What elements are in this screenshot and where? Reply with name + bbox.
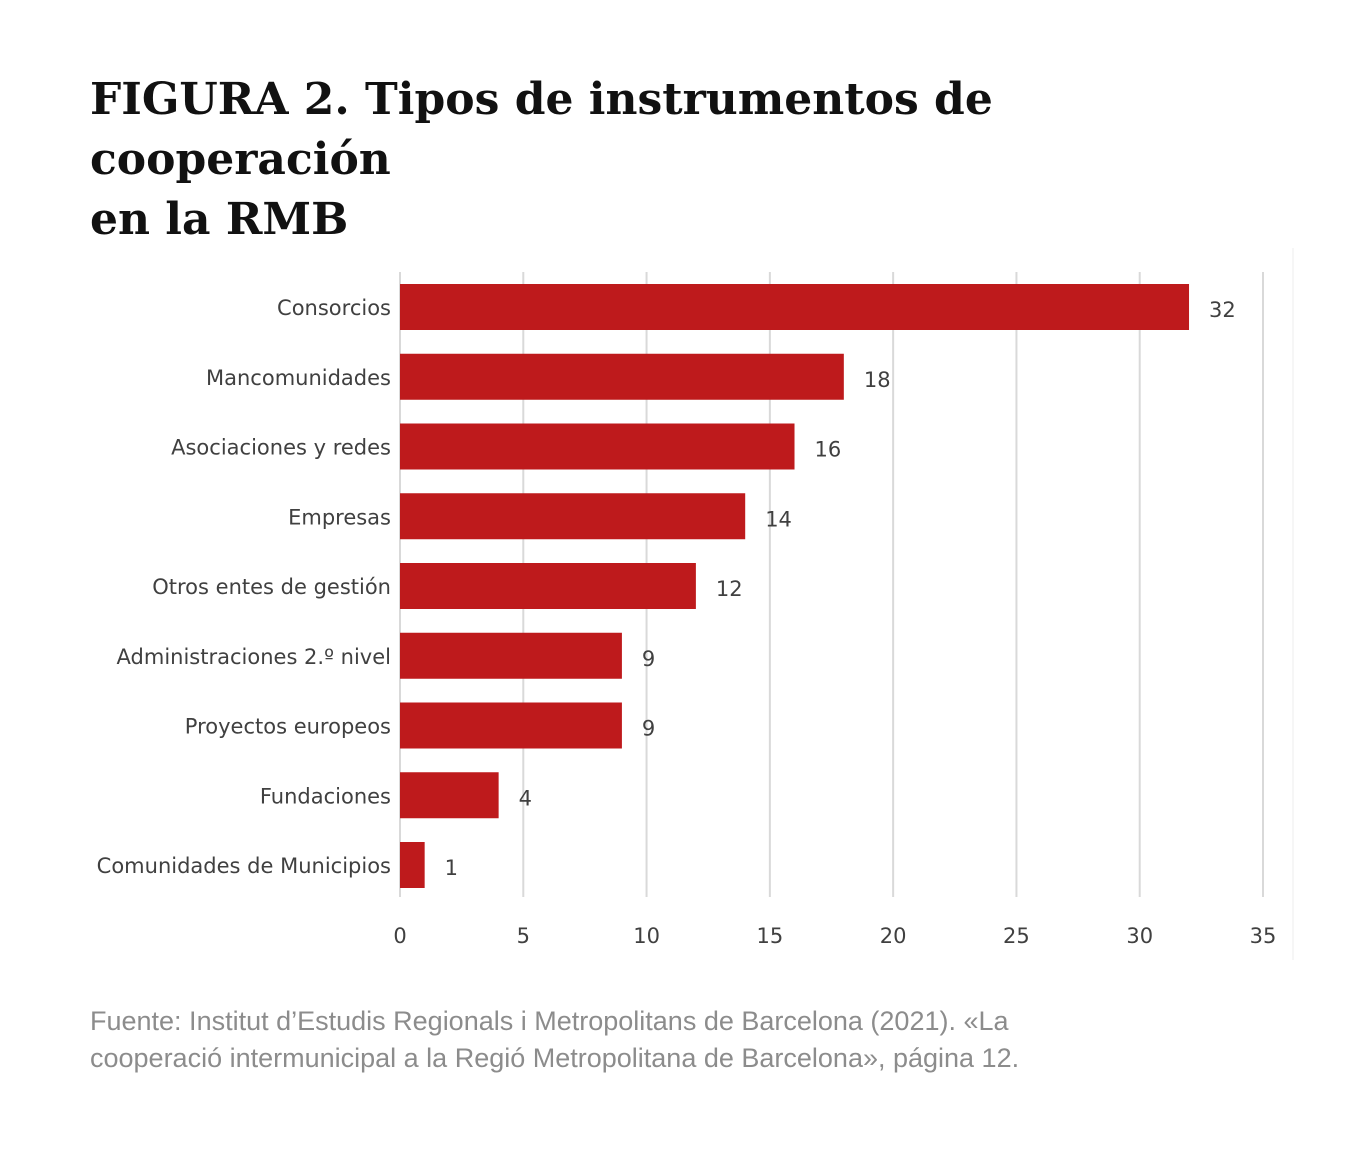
value-label: 9: [642, 647, 655, 671]
value-label: 18: [864, 368, 891, 392]
x-tick-label: 20: [880, 924, 907, 948]
category-labels: Consorcios Mancomunidades Asociaciones y r…: [97, 296, 391, 878]
bar: [400, 772, 499, 819]
category-label: Otros entes de gestión: [152, 575, 391, 599]
value-label: 16: [815, 438, 842, 462]
value-label: 12: [716, 577, 743, 601]
bar: [400, 563, 696, 609]
category-label: Asociaciones y redes: [171, 436, 391, 460]
x-tick-label: 0: [393, 924, 406, 948]
bar: [400, 493, 746, 540]
value-label: 14: [765, 507, 792, 531]
value-label: 9: [642, 717, 655, 741]
figure-title: FIGURA 2. Tipos de instrumentos de coope…: [90, 70, 1290, 250]
x-tick-label: 15: [756, 924, 783, 948]
category-label: Consorcios: [277, 296, 391, 320]
source-note-line-2: cooperació intermunicipal a la Regió Met…: [90, 1043, 1020, 1073]
bar-chart: Consorcios Mancomunidades Asociaciones y r…: [97, 248, 1294, 960]
figure-title-line-1: FIGURA 2. Tipos de instrumentos de coope…: [90, 74, 993, 185]
bar: [400, 353, 844, 400]
category-label: Comunidades de Municipios: [97, 854, 391, 878]
category-label: Empresas: [288, 505, 391, 529]
category-label: Fundaciones: [260, 784, 391, 808]
x-tick-label: 25: [1003, 924, 1030, 948]
category-label: Proyectos europeos: [185, 715, 391, 739]
x-tick-label: 5: [517, 924, 530, 948]
x-tick-label: 35: [1250, 924, 1277, 948]
category-label: Administraciones 2.º nivel: [117, 645, 391, 669]
x-tick-label: 10: [633, 924, 660, 948]
figure-title-line-2: en la RMB: [90, 194, 349, 245]
x-tick-label: 30: [1126, 924, 1153, 948]
value-label: 32: [1209, 298, 1236, 322]
source-note-line-1: Fuente: Institut d’Estudis Regionals i M…: [90, 1006, 1009, 1036]
value-labels: 32 18 16 14 12 9 9 4 1: [445, 298, 1236, 880]
bar: [400, 423, 795, 470]
value-label: 1: [445, 856, 458, 880]
bar: [400, 702, 622, 749]
x-axis-tick-labels: 0 5 10 15 20 25 30 35: [393, 924, 1276, 948]
value-label: 4: [519, 786, 532, 810]
bar: [400, 284, 1190, 330]
bars: [400, 284, 1190, 888]
bar: [400, 632, 622, 679]
category-label: Mancomunidades: [206, 366, 391, 390]
source-note: Fuente: Institut d’Estudis Regionals i M…: [90, 1003, 1290, 1077]
bar: [400, 842, 425, 888]
